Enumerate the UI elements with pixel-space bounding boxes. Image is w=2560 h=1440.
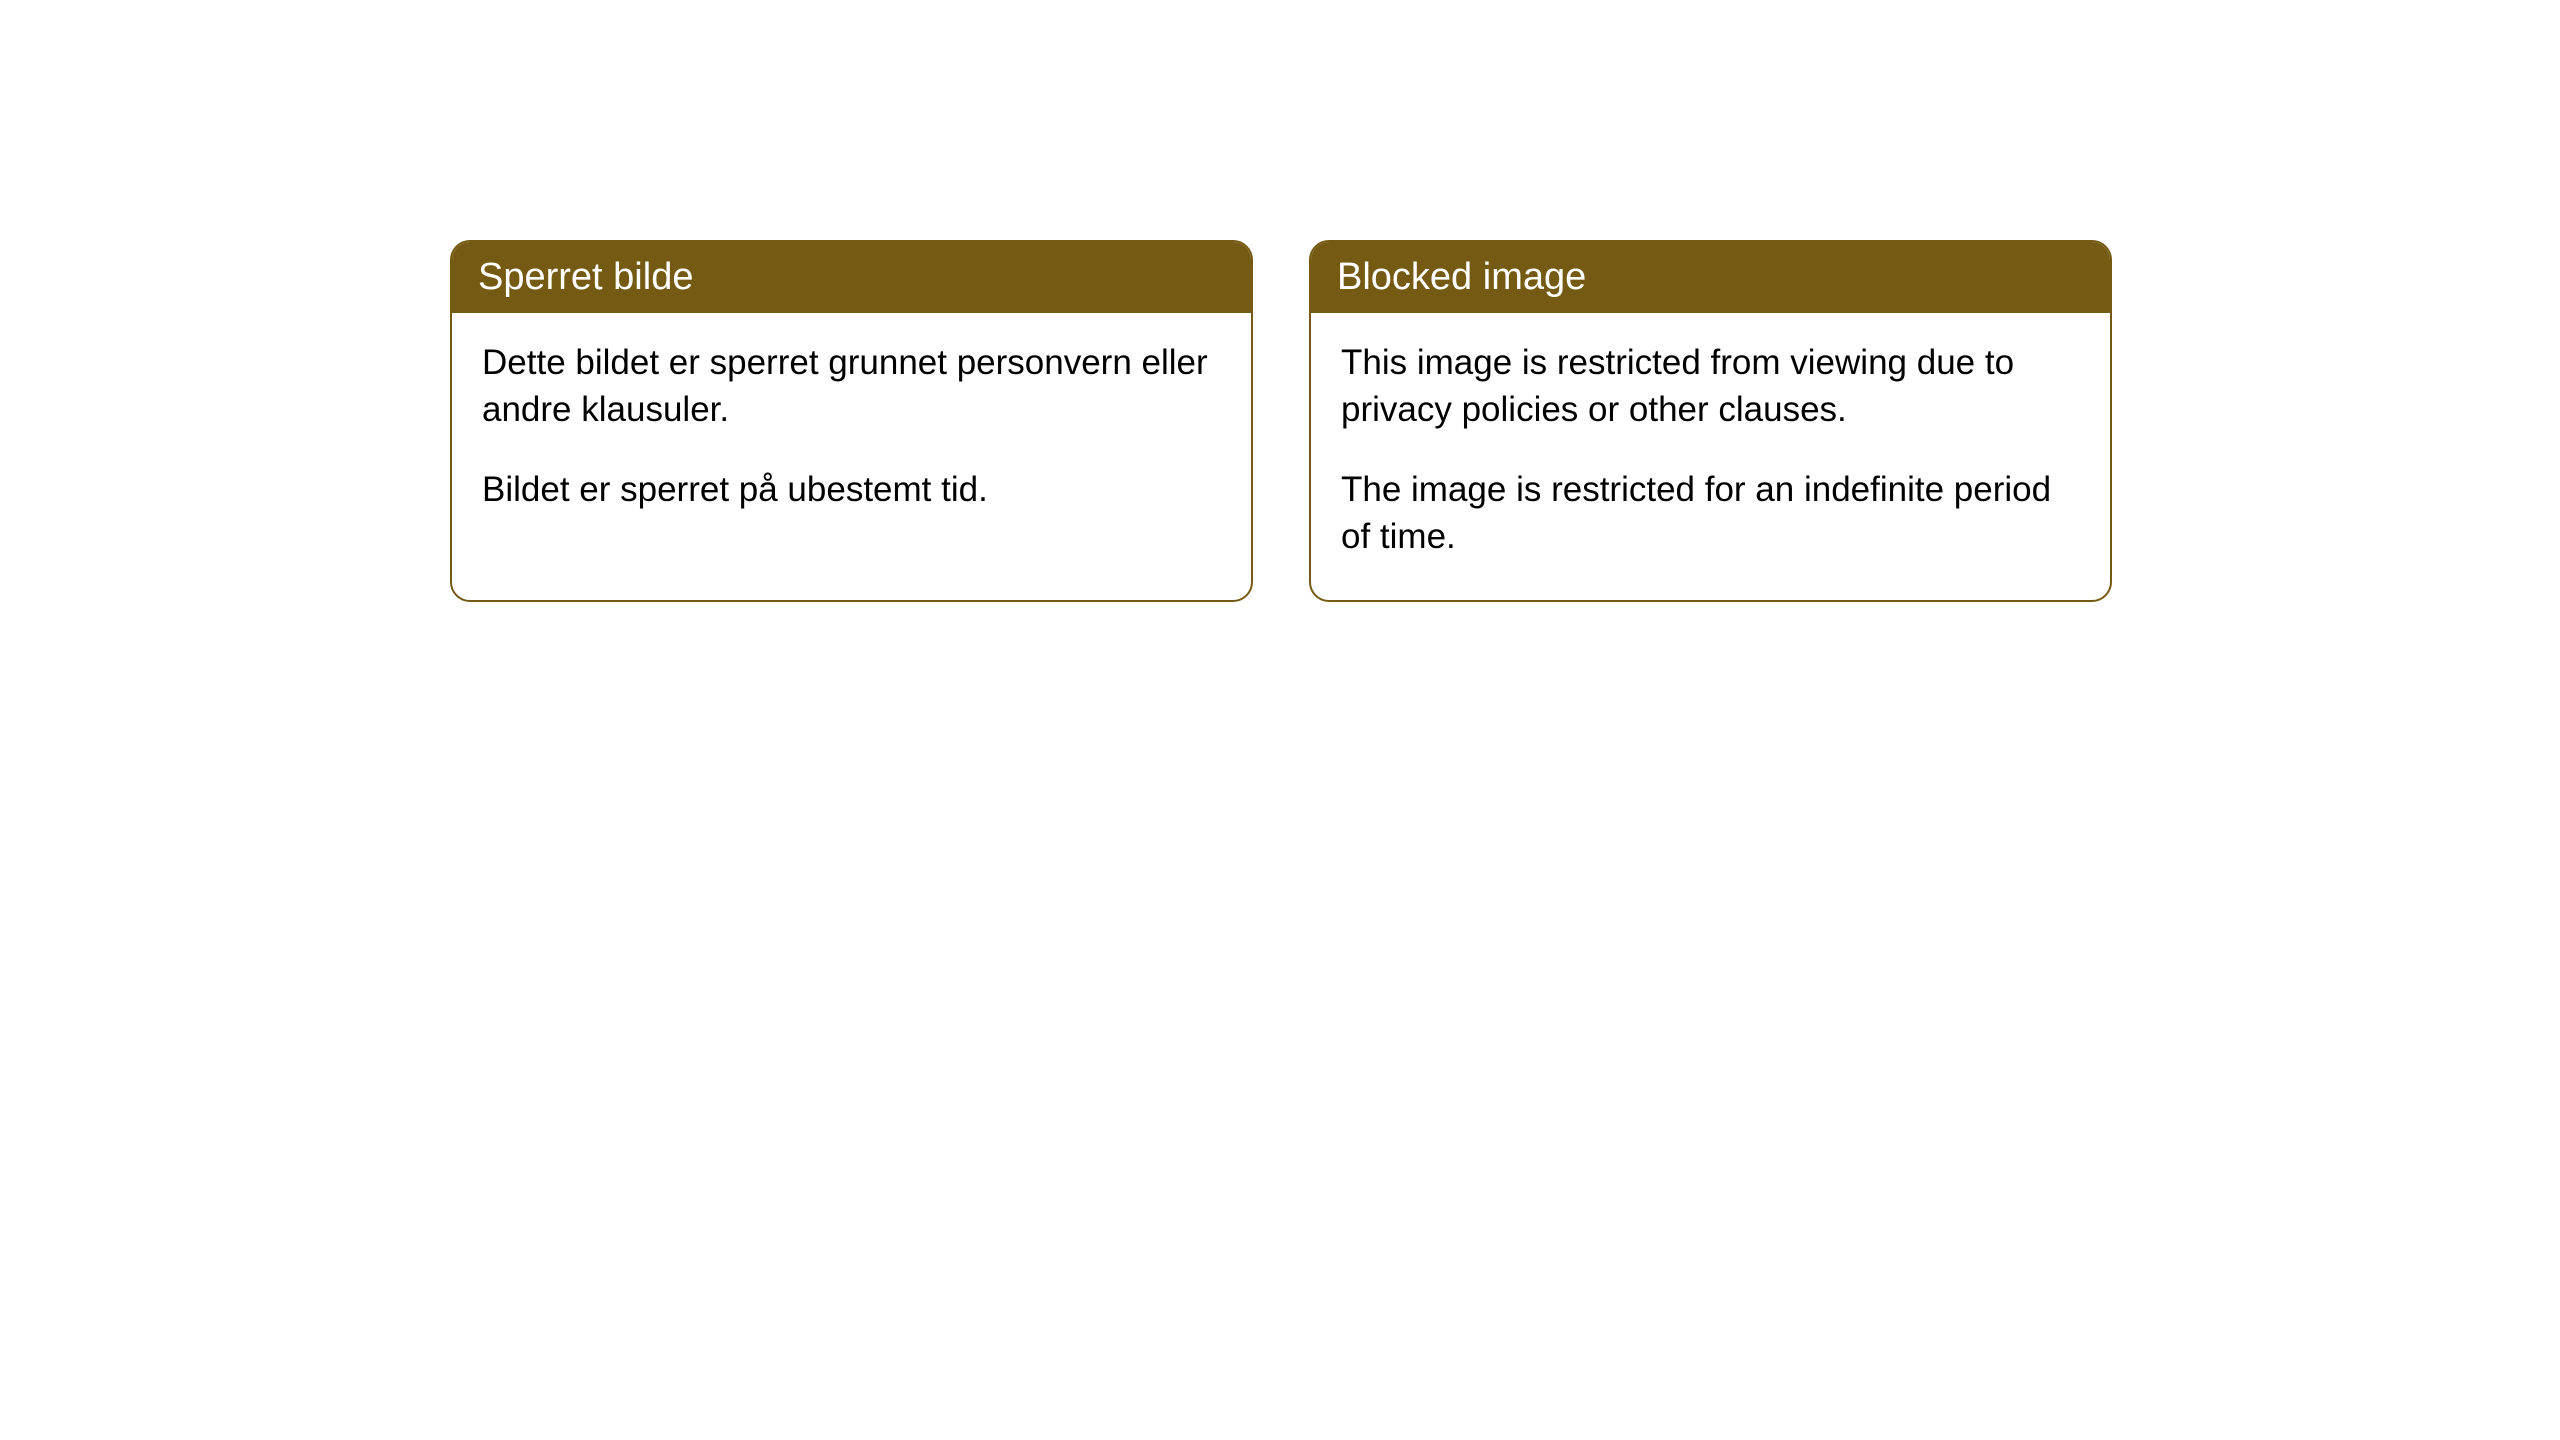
cards-container: Sperret bilde Dette bildet er sperret gr… — [450, 240, 2560, 602]
card-body-norwegian: Dette bildet er sperret grunnet personve… — [452, 313, 1251, 553]
blocked-image-card-english: Blocked image This image is restricted f… — [1309, 240, 2112, 602]
card-paragraph-2-norwegian: Bildet er sperret på ubestemt tid. — [482, 466, 1221, 513]
blocked-image-card-norwegian: Sperret bilde Dette bildet er sperret gr… — [450, 240, 1253, 602]
card-title-english: Blocked image — [1337, 256, 1586, 298]
card-paragraph-1-norwegian: Dette bildet er sperret grunnet personve… — [482, 339, 1221, 434]
card-header-english: Blocked image — [1311, 242, 2110, 313]
card-header-norwegian: Sperret bilde — [452, 242, 1251, 313]
card-body-english: This image is restricted from viewing du… — [1311, 313, 2110, 600]
card-paragraph-1-english: This image is restricted from viewing du… — [1341, 339, 2080, 434]
card-paragraph-2-english: The image is restricted for an indefinit… — [1341, 466, 2080, 561]
card-title-norwegian: Sperret bilde — [478, 256, 693, 298]
